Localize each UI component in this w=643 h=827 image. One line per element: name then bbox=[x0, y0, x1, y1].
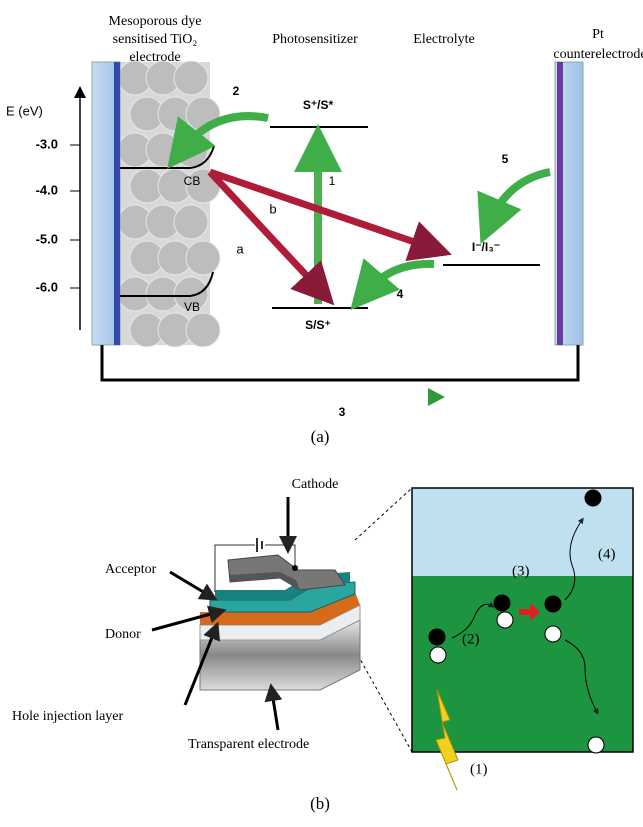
caption: (b) bbox=[310, 794, 330, 813]
electron bbox=[585, 490, 601, 506]
electron bbox=[545, 596, 561, 612]
step-label: (3) bbox=[512, 563, 530, 579]
label: Pt bbox=[592, 27, 604, 42]
particle bbox=[174, 205, 208, 239]
step-label: 4 bbox=[397, 287, 404, 301]
label: Cathode bbox=[292, 477, 339, 492]
label: sensitised TiO₂ bbox=[113, 32, 198, 47]
path-label: b bbox=[269, 201, 276, 216]
level-label: S⁺/S* bbox=[303, 98, 334, 112]
arrowhead bbox=[428, 388, 445, 406]
donor-region bbox=[412, 576, 633, 752]
caption: (a) bbox=[311, 427, 330, 446]
circuit bbox=[102, 345, 578, 380]
label: electrode bbox=[129, 50, 180, 65]
particle bbox=[186, 313, 220, 347]
left-electrode-strip bbox=[114, 62, 120, 345]
electron bbox=[494, 595, 510, 611]
step-label: 2 bbox=[233, 84, 240, 98]
step-label: (1) bbox=[470, 761, 488, 777]
label: Photosensitizer bbox=[272, 32, 358, 47]
level-label: I⁻/I₃⁻ bbox=[472, 240, 500, 254]
electron bbox=[429, 629, 445, 645]
label: Mesoporous dye bbox=[109, 14, 202, 29]
pointer bbox=[170, 572, 210, 596]
label: Hole injection layer bbox=[12, 709, 124, 724]
step-label: (4) bbox=[598, 546, 616, 562]
contact bbox=[292, 565, 298, 571]
axis-title: E (eV) bbox=[6, 103, 43, 118]
hole bbox=[588, 737, 604, 753]
hole bbox=[430, 647, 446, 663]
cathode bbox=[228, 555, 345, 590]
label: counterelectrode bbox=[553, 47, 643, 62]
step-label: 3 bbox=[339, 405, 346, 419]
label: Transparent electrode bbox=[188, 737, 309, 752]
tick-label: -3.0 bbox=[36, 136, 58, 151]
step-label: 5 bbox=[502, 152, 509, 166]
path-label: a bbox=[236, 241, 244, 256]
hole bbox=[545, 626, 561, 642]
tick-label: -6.0 bbox=[36, 279, 58, 294]
label: Electrolyte bbox=[413, 32, 474, 47]
hole bbox=[497, 612, 513, 628]
tick-label: -5.0 bbox=[36, 231, 58, 246]
figure: Mesoporous dye sensitised TiO₂ electrode… bbox=[0, 0, 643, 827]
right-electrode-strip bbox=[557, 62, 563, 345]
pointer bbox=[272, 692, 278, 730]
zoom-line bbox=[355, 650, 412, 752]
step-label: (2) bbox=[462, 631, 480, 647]
zoom-line bbox=[355, 488, 412, 540]
band-label: VB bbox=[184, 300, 200, 314]
particle bbox=[186, 241, 220, 275]
step-label: 1 bbox=[329, 174, 336, 188]
tick-label: -4.0 bbox=[36, 182, 58, 197]
level-label: S/S⁺ bbox=[305, 318, 331, 332]
arrow bbox=[490, 172, 550, 222]
label: Donor bbox=[105, 627, 141, 642]
particle bbox=[174, 61, 208, 95]
band-label: CB bbox=[184, 174, 201, 188]
nanoparticles bbox=[118, 61, 220, 347]
label: Acceptor bbox=[105, 562, 157, 577]
